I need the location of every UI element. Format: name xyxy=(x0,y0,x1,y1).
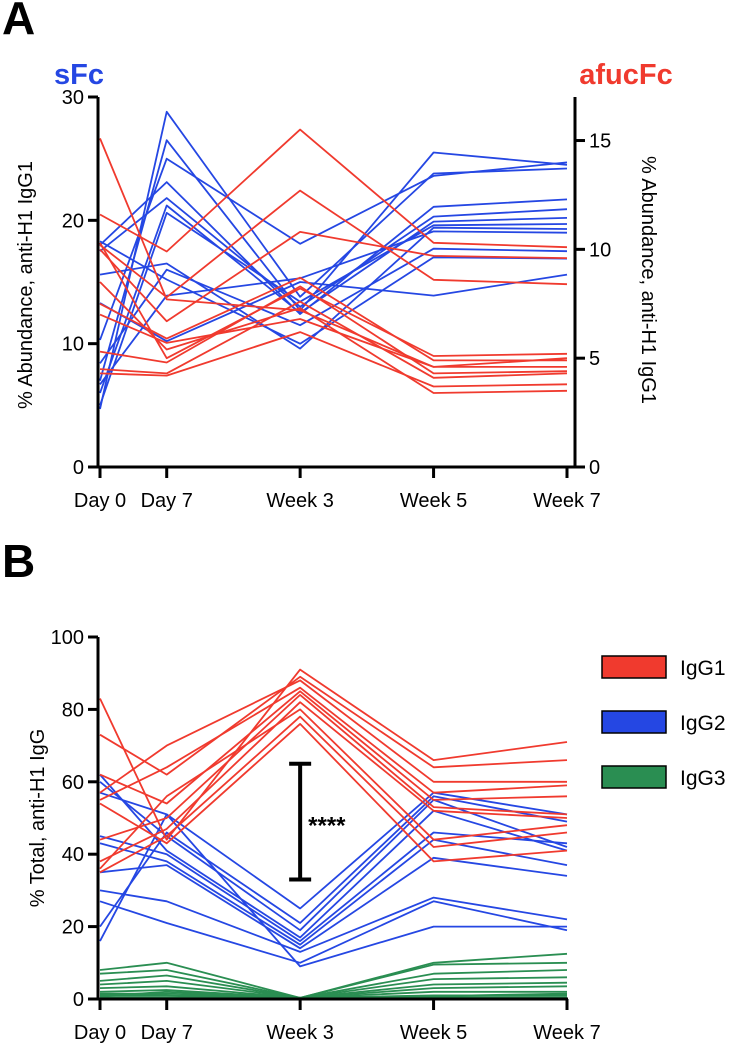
panel-a-series-afucFc-11 xyxy=(99,313,567,368)
panel-a-series-sFc-2 xyxy=(99,139,568,381)
panel-b-x-tick-label: Week 5 xyxy=(400,1022,467,1044)
panel-b-y-axis-title: % Total, anti-H1 IgG xyxy=(27,729,49,908)
panel-b-series-IgG2-8 xyxy=(99,889,568,953)
panel-b-x-tick-label: Day 0 xyxy=(74,1022,126,1044)
panel-b-y-tick-label: 20 xyxy=(62,917,84,939)
panel-a-x-tick-label: Week 3 xyxy=(266,490,333,512)
panel-b-y-tick-label: 100 xyxy=(51,627,84,649)
panel-b-x-tick-label: Week 3 xyxy=(266,1022,333,1044)
panel-b-letter: B xyxy=(2,535,35,587)
panel-b-series-IgG1-3 xyxy=(99,679,567,794)
panel-b-series-IgG1-7 xyxy=(99,701,568,863)
panel-b-series-IgG1-5 xyxy=(99,690,568,805)
panel-a-series-afucFc-10 xyxy=(99,281,568,394)
panel-a-y-axis-title: % Abundance, anti-H1 IgG1 xyxy=(15,161,37,409)
panel-b-series-IgG2-6 xyxy=(99,838,568,946)
panel-b-series-IgG1-10 xyxy=(99,723,568,863)
panel-b-axes xyxy=(96,637,568,1001)
panel-b-series-IgG2-1 xyxy=(99,791,568,942)
panel-a-left-tick-label: 20 xyxy=(62,210,84,232)
panel-a-right-tick-label: 10 xyxy=(589,239,611,261)
panel-b-series-IgG1-6 xyxy=(99,694,568,841)
panel-a-series-afucFc-9 xyxy=(99,331,568,388)
panel-b-series-IgG1-1 xyxy=(99,668,568,841)
panel-a-series-sFc-10 xyxy=(99,240,568,345)
panel-a-series-group xyxy=(99,110,568,410)
panel-a-left-tick-label: 0 xyxy=(73,457,84,479)
panel-a-letter: A xyxy=(2,0,35,44)
legend-swatch-igg2 xyxy=(601,710,667,734)
panel-b-series-IgG1-9 xyxy=(99,715,568,874)
panel-a-right-tick-label: 0 xyxy=(589,457,600,479)
panel-b-series-IgG2-7 xyxy=(99,856,568,950)
panel-a-series-afucFc-1 xyxy=(99,138,568,368)
panel-a-left-corner-label: sFc xyxy=(54,59,104,91)
legend-swatch-igg1 xyxy=(601,655,667,679)
panel-b-ticks: 0 20 40 60 80 100 Day 0 Day 7 Week 3 Week 5 Week 7 xyxy=(51,627,601,1044)
panel-b-x-tick-label: Day 7 xyxy=(141,1022,193,1044)
panel-b-legend: IgG1 IgG2 IgG3 xyxy=(601,655,726,790)
panel-a-right-y-axis-title: % Abundance, anti-H1 IgG1 xyxy=(637,156,659,404)
panel-b-y-tick-label: 40 xyxy=(62,844,84,866)
panel-a-series-afucFc-5 xyxy=(99,242,568,360)
panel-a-plot: 0 10 20 30 0 5 10 15 Day 0 Day 7 Week 3 Week 5 Week … xyxy=(62,87,612,512)
panel-a-right-tick-label: 5 xyxy=(589,348,600,370)
panel-a-series-sFc-1 xyxy=(99,110,568,410)
panel-a-series-afucFc-3 xyxy=(99,189,568,299)
panel-a-series-afucFc-4 xyxy=(99,230,568,323)
legend-label-igg3: IgG3 xyxy=(680,767,726,790)
panel-b-plot: 0 20 40 60 80 100 Day 0 Day 7 Week 3 Week 5 Week 7… xyxy=(51,627,601,1044)
legend-label-igg2: IgG2 xyxy=(680,712,726,735)
legend-label-igg1: IgG1 xyxy=(680,657,726,680)
panel-a-series-afucFc-2 xyxy=(99,128,568,253)
panel-a-right-corner-label: afucFc xyxy=(579,59,672,91)
significance-label: **** xyxy=(308,813,346,840)
panel-a-left-tick-label: 10 xyxy=(62,334,84,356)
panel-a-series-sFc-11 xyxy=(99,273,568,343)
panel-a-ticks: 0 10 20 30 0 5 10 15 Day 0 Day 7 Week 3 Week 5 Week … xyxy=(62,87,612,512)
legend-swatch-igg3 xyxy=(601,765,667,789)
panel-a-series-sFc-9 xyxy=(99,247,568,364)
panel-a-left-tick-label: 30 xyxy=(62,87,84,109)
panel-a-series-afucFc-8 xyxy=(99,300,568,379)
panel-a-series-sFc-3 xyxy=(99,157,568,341)
panel-a-series-sFc-4 xyxy=(99,181,568,316)
panel-b-series-IgG1-4 xyxy=(99,686,568,801)
panel-a-right-tick-label: 15 xyxy=(589,131,611,153)
panel-b-y-tick-label: 80 xyxy=(62,699,84,721)
panel-a-series-sFc-5 xyxy=(99,197,568,308)
panel-b-y-tick-label: 0 xyxy=(73,989,84,1011)
panel-a-axes xyxy=(96,97,577,469)
panel-b-series-IgG2-9 xyxy=(99,900,568,964)
panel-b-series-IgG1-8 xyxy=(99,708,568,870)
panel-a-x-tick-label: Day 0 xyxy=(74,490,126,512)
panel-a-x-tick-label: Day 7 xyxy=(141,490,193,512)
panel-a-series-afucFc-7 xyxy=(99,285,568,375)
panel-a-x-tick-label: Week 7 xyxy=(533,490,600,512)
panel-a-x-tick-label: Week 5 xyxy=(400,490,467,512)
panel-b-y-tick-label: 60 xyxy=(62,772,84,794)
panel-b-series-IgG2-10 xyxy=(99,791,567,968)
panel-b-series-IgG2-2 xyxy=(99,795,568,928)
panel-b-x-tick-label: Week 7 xyxy=(533,1022,600,1044)
significance-bracket: **** xyxy=(289,761,346,882)
panel-b-series-IgG2-3 xyxy=(99,781,568,932)
